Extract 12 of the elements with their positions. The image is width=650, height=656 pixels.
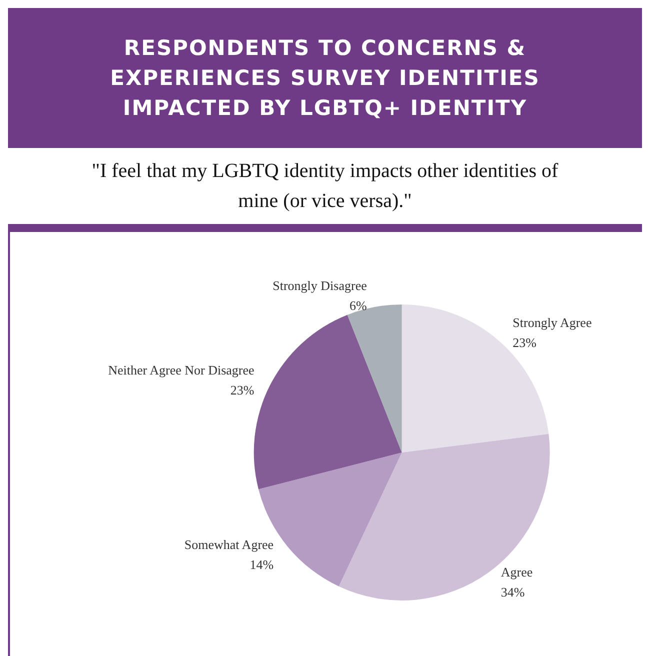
data-label: 34% xyxy=(500,584,525,600)
data-label: 14% xyxy=(250,556,274,572)
slice-label: Somewhat Agree xyxy=(184,536,274,552)
slice-label: Agree xyxy=(500,564,533,580)
slice-label: Strongly Agree xyxy=(512,314,592,330)
data-label: 23% xyxy=(230,382,254,398)
slice-label: Neither Agree Nor Disagree xyxy=(108,362,255,378)
chart-subtitle: "I feel that my LGBTQ identity impacts other identities of mine (or vice versa)." xyxy=(90,159,560,214)
data-label: 6% xyxy=(350,298,368,313)
chart-title: RESPONDENTS TO CONCERNS & EXPERIENCES SURVEY IDENTITIES IMPACTED BY LGBTQ+ IDENTITY xyxy=(8,8,642,148)
data-label: 23% xyxy=(512,334,537,350)
slice-label: Strongly Disagree xyxy=(272,278,368,293)
